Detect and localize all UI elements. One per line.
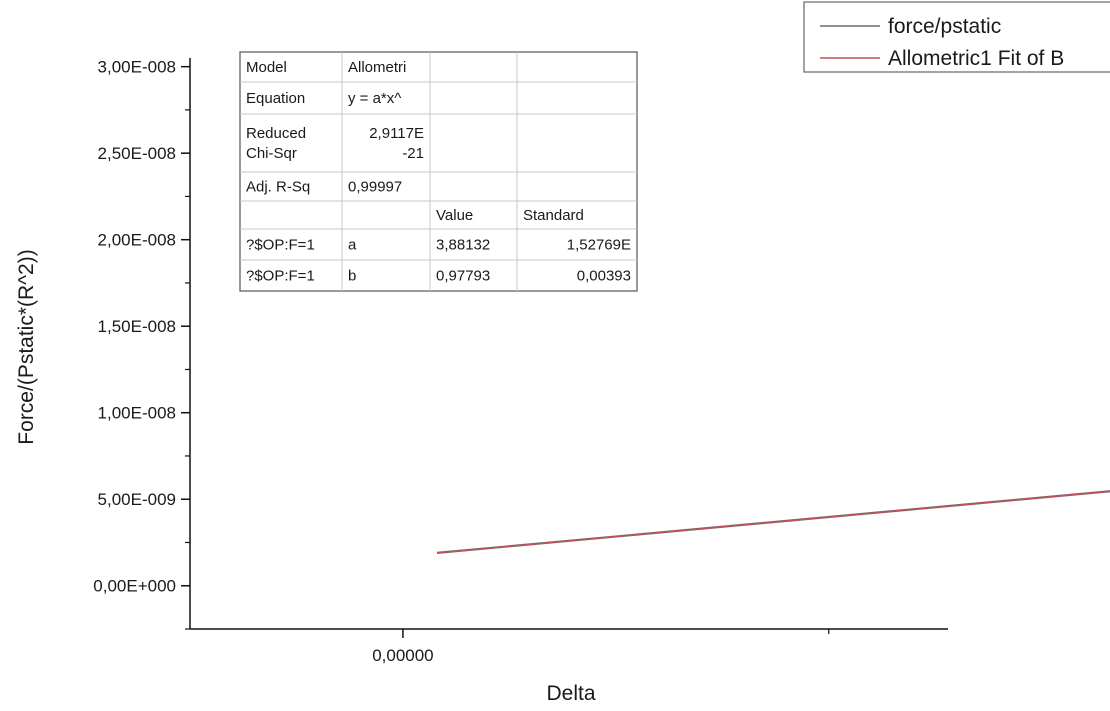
table-cell: 0,97793 bbox=[436, 268, 490, 285]
table-cell: Adj. R-Sq bbox=[246, 179, 310, 196]
x-tick-label: 0,00000 bbox=[372, 646, 433, 665]
table-cell: ?$OP:F=1 bbox=[246, 268, 315, 285]
x-axis-title: Delta bbox=[546, 682, 595, 705]
table-cell: b bbox=[348, 268, 356, 285]
table-cell: Standard bbox=[523, 207, 584, 224]
y-axis-title: Force/(Pstatic*(R^2)) bbox=[15, 249, 38, 444]
table-cell: Value bbox=[436, 207, 473, 224]
y-tick-label: 1,50E-008 bbox=[98, 317, 176, 336]
legend-entry: Allometric1 Fit of B bbox=[888, 47, 1064, 70]
table-cell: Equation bbox=[246, 90, 305, 107]
table-cell: Reduced Chi-Sqr bbox=[246, 125, 306, 162]
fit-results-table: Model Allometri Equation y = a*x^ Reduced Chi… bbox=[239, 51, 638, 292]
x-ticks: 0,000000,000010,000020,000030,000040,000… bbox=[372, 629, 830, 665]
legend-entry: force/pstatic bbox=[888, 15, 1001, 38]
y-tick-label: 3,00E-008 bbox=[98, 58, 176, 77]
y-ticks: 0,00E+000 5,00E-009 1,00E-008 1,50E-008 2,00… bbox=[93, 58, 190, 630]
table-cell: y = a*x^ bbox=[348, 90, 401, 107]
table-cell: Model bbox=[246, 59, 287, 76]
table-cell: 0,99997 bbox=[348, 179, 402, 196]
table-cell: Allometri bbox=[348, 59, 406, 76]
legend: force/pstatic Allometric1 Fit of B bbox=[803, 1, 1110, 73]
table-cell: 1,52769E bbox=[567, 237, 631, 254]
y-tick-label: 5,00E-009 bbox=[98, 490, 176, 509]
y-tick-label: 1,00E-008 bbox=[98, 404, 176, 423]
y-tick-label: 2,00E-008 bbox=[98, 231, 176, 250]
table-cell: a bbox=[348, 237, 357, 254]
table-cell: 2,9117E -21 bbox=[369, 125, 424, 162]
table-cell: 3,88132 bbox=[436, 237, 490, 254]
table-cell: 0,00393 bbox=[577, 268, 631, 285]
table-cell: ?$OP:F=1 bbox=[246, 237, 315, 254]
legend-box bbox=[803, 1, 1110, 73]
y-tick-label: 0,00E+000 bbox=[93, 577, 176, 596]
y-tick-label: 2,50E-008 bbox=[98, 144, 176, 163]
